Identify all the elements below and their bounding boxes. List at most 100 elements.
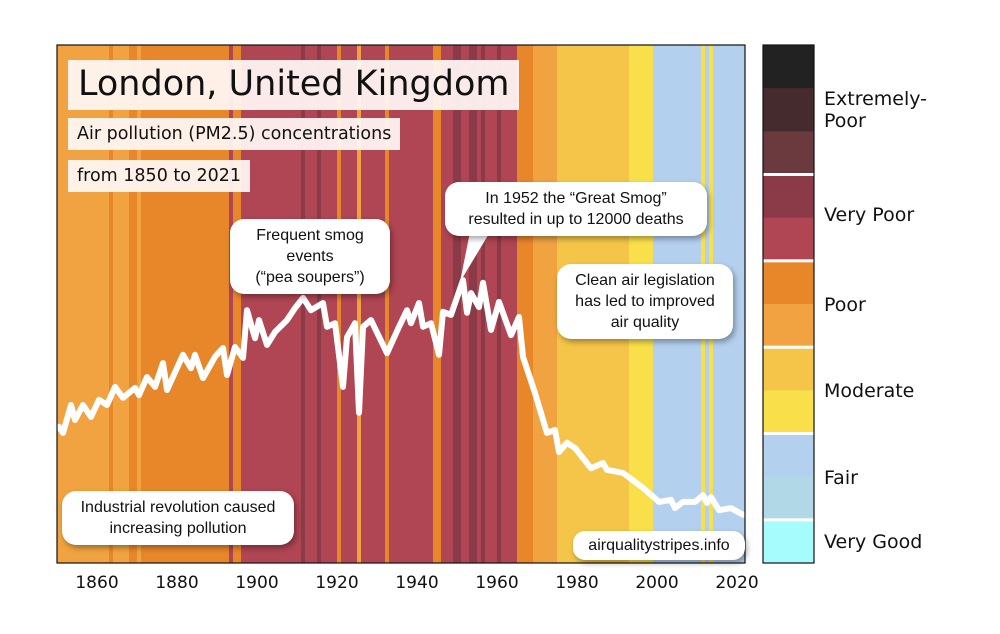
- stripe-1879: [173, 45, 178, 563]
- stripe-1938: [409, 45, 414, 563]
- stripe-1897: [245, 45, 250, 563]
- stripe-1946: [441, 45, 446, 563]
- annotation-text: Frequent smog events: [256, 227, 364, 265]
- annotation-text: Industrial revolution caused: [80, 499, 276, 516]
- stripe-1929: [373, 45, 378, 563]
- stripe-1882: [185, 45, 190, 563]
- industrial-revolution-annotation: Industrial revolution caused increasing …: [62, 491, 294, 545]
- stripe-1896: [241, 45, 246, 563]
- stripe-1965: [517, 45, 522, 563]
- stripe-1854: [73, 45, 78, 563]
- stripe-1871: [141, 45, 146, 563]
- stripe-1853: [69, 45, 74, 563]
- stripe-1878: [169, 45, 174, 563]
- stripe-1901: [261, 45, 266, 563]
- legend-swatch: [763, 260, 814, 305]
- x-tick-label: 1900: [235, 573, 279, 593]
- legend-swatch: [763, 88, 814, 132]
- stripe-1852: [65, 45, 70, 563]
- stripe-1970: [537, 45, 542, 563]
- stripe-1914: [313, 45, 318, 563]
- legend-swatch: [763, 347, 814, 391]
- stripe-1974: [553, 45, 558, 563]
- stripe-1874: [153, 45, 158, 563]
- stripe-1937: [405, 45, 410, 563]
- legend-separator: [763, 432, 814, 435]
- stripe-1900: [257, 45, 262, 563]
- stripe-1908: [289, 45, 294, 563]
- stripe-1869: [133, 45, 138, 563]
- stripe-1942: [425, 45, 430, 563]
- x-tick-label: 1920: [315, 573, 359, 593]
- x-tick-label: 1960: [475, 573, 519, 593]
- stripe-1859: [93, 45, 98, 563]
- stripe-1972: [545, 45, 550, 563]
- stripe-1903: [269, 45, 274, 563]
- stripe-1904: [273, 45, 278, 563]
- stripe-1963: [509, 45, 514, 563]
- annotation-text: Clean air legislation: [575, 272, 715, 289]
- great-smog-annotation: In 1952 the “Great Smog” resulted in up …: [445, 182, 707, 236]
- stripe-1956: [481, 45, 486, 563]
- stripe-1856: [81, 45, 86, 563]
- stripe-1964: [513, 45, 518, 563]
- stripe-1877: [165, 45, 170, 563]
- smog-events-annotation: Frequent smog events (“pea soupers”): [230, 219, 390, 294]
- legend-separator: [763, 259, 814, 263]
- stripe-1898: [249, 45, 254, 563]
- legend-label-moderate: Moderate: [824, 380, 915, 402]
- stripe-1857: [85, 45, 90, 563]
- stripe-1920: [337, 45, 342, 563]
- clean-air-annotation: Clean air legislation has led to improve…: [557, 264, 733, 339]
- stripe-1887: [205, 45, 210, 563]
- stripe-1932: [385, 45, 390, 563]
- stripe-1865: [117, 45, 122, 563]
- stripe-2020: [737, 45, 742, 563]
- legend-swatch: [763, 45, 814, 89]
- stripe-1921: [341, 45, 346, 563]
- x-tick-label: 1860: [75, 573, 119, 593]
- stripe-1875: [157, 45, 162, 563]
- stripe-1907: [285, 45, 290, 563]
- stripe-1928: [369, 45, 374, 563]
- stripe-2021: [741, 45, 746, 563]
- legend-swatch: [763, 433, 814, 478]
- stripe-1872: [145, 45, 150, 563]
- legend-swatch: [763, 476, 814, 521]
- stripe-1858: [89, 45, 94, 563]
- stripe-1918: [329, 45, 334, 563]
- legend-label-fair: Fair: [824, 467, 858, 489]
- stripe-1881: [181, 45, 186, 563]
- pm25-line: [56, 277, 746, 518]
- annotation-text: (“pea soupers”): [255, 269, 365, 286]
- stripe-1889: [213, 45, 218, 563]
- stripe-1861: [101, 45, 106, 563]
- stripe-1880: [177, 45, 182, 563]
- x-tick-label: 1980: [555, 573, 599, 593]
- stripe-1894: [233, 45, 238, 563]
- stripe-1883: [189, 45, 194, 563]
- stripe-1917: [325, 45, 330, 563]
- stripe-1890: [217, 45, 222, 563]
- stripe-1923: [349, 45, 354, 563]
- legend-label-poor: Poor: [824, 294, 866, 316]
- stripe-1868: [129, 45, 134, 563]
- stripe-1943: [429, 45, 434, 563]
- stripe-1906: [281, 45, 286, 563]
- legend-label-very-poor: Very Poor: [824, 204, 915, 226]
- stripe-1933: [389, 45, 394, 563]
- stripe-1961: [501, 45, 506, 563]
- stripe-1962: [505, 45, 510, 563]
- stripe-1931: [381, 45, 386, 563]
- legend-swatch: [763, 131, 814, 175]
- stripe-1950: [457, 45, 462, 563]
- stripe-1850: [57, 45, 62, 563]
- stripe-1971: [541, 45, 546, 563]
- stripe-1851: [61, 45, 66, 563]
- x-tick-label: 2000: [635, 573, 679, 593]
- legend-swatch: [763, 217, 814, 262]
- stripe-2019: [733, 45, 738, 563]
- stripe-1930: [377, 45, 382, 563]
- stripe-1885: [197, 45, 202, 563]
- legend-border: [762, 44, 815, 564]
